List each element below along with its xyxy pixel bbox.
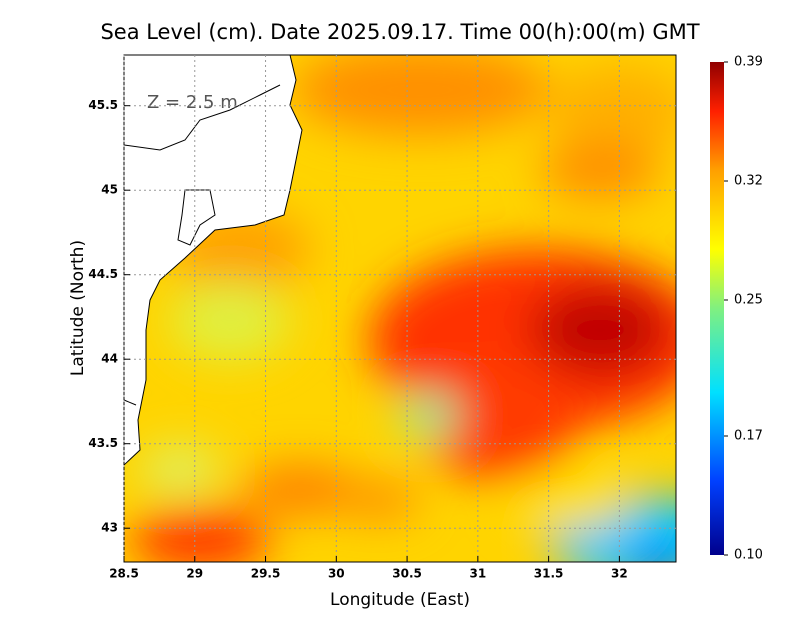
colorbar-tick-label: 0.32 bbox=[734, 174, 763, 189]
sea-level-field bbox=[124, 55, 676, 562]
colorbar-tick-label: 0.10 bbox=[734, 548, 763, 563]
y-tick-label: 45 bbox=[101, 183, 118, 197]
colorbar-tick-label: 0.25 bbox=[734, 293, 763, 308]
chart-title: Sea Level (cm). Date 2025.09.17. Time 00… bbox=[100, 20, 699, 44]
x-axis-label: Longitude (East) bbox=[330, 590, 470, 610]
colorbar-tick-label: 0.39 bbox=[734, 55, 763, 70]
x-tick-label: 32 bbox=[611, 567, 628, 581]
y-tick-label: 43.5 bbox=[88, 436, 118, 450]
y-tick-label: 44.5 bbox=[88, 267, 118, 281]
plot-frame bbox=[123, 54, 677, 563]
x-tick-label: 29.5 bbox=[251, 567, 281, 581]
y-axis-label: Latitude (North) bbox=[68, 240, 88, 376]
x-tick-label: 30.5 bbox=[392, 567, 422, 581]
x-tick-label: 30 bbox=[328, 567, 345, 581]
y-tick-label: 43 bbox=[101, 521, 118, 535]
annotation: Z = 2.5 m bbox=[147, 92, 238, 113]
y-tick-label: 45.5 bbox=[88, 98, 118, 112]
colorbar-tick-label: 0.17 bbox=[734, 429, 763, 444]
y-tick-label: 44 bbox=[101, 352, 118, 366]
x-tick-label: 31.5 bbox=[534, 567, 564, 581]
x-tick-label: 31 bbox=[469, 567, 486, 581]
colorbar bbox=[710, 62, 724, 555]
x-tick-label: 29 bbox=[186, 567, 203, 581]
x-tick-label: 28.5 bbox=[109, 567, 139, 581]
